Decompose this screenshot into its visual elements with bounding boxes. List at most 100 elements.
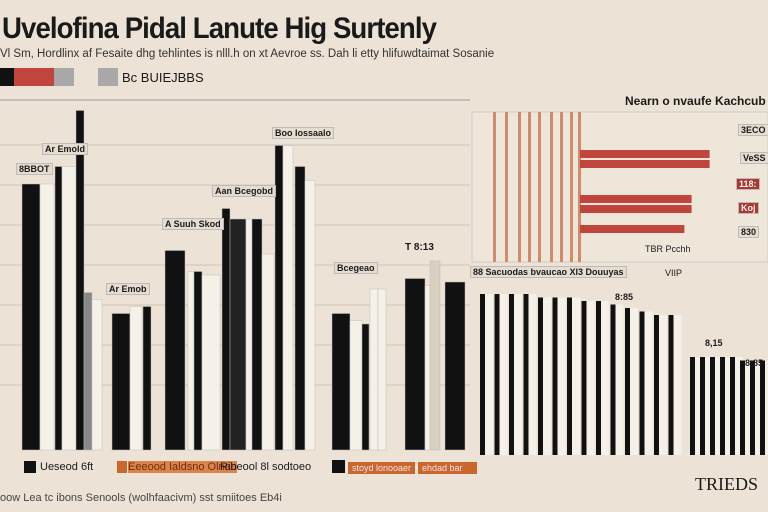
bar <box>304 180 316 451</box>
chart-subtitle: Vl Sm, Hordlinx af Fesaite dhg tehlintes… <box>0 48 495 60</box>
bar <box>499 294 508 455</box>
bar <box>765 360 768 455</box>
stripe <box>493 112 496 262</box>
bar <box>654 315 659 455</box>
bar <box>245 218 253 451</box>
bar <box>615 304 624 455</box>
bar <box>83 292 93 451</box>
stripe <box>528 112 531 262</box>
bar <box>659 315 667 455</box>
bar-label: Ar Emold <box>42 143 89 155</box>
bar-label: 8:85 <box>615 292 634 302</box>
bar <box>750 360 755 455</box>
bar <box>444 281 466 451</box>
stripe <box>578 112 581 262</box>
bar-label: Aan Bcegobd <box>212 185 277 197</box>
bar <box>760 360 765 455</box>
bar <box>715 357 723 455</box>
stripe <box>518 112 521 262</box>
legend-swatch <box>98 68 118 86</box>
bar <box>601 301 609 455</box>
footer-note: oow Lea tc ibons Senools (wolhfaacivm) s… <box>0 492 282 504</box>
bar <box>735 357 743 455</box>
bar <box>725 357 733 455</box>
bar <box>404 278 426 451</box>
bar <box>695 357 703 455</box>
legend-label: Ribeool 8l sodtoeo <box>220 461 312 473</box>
bar <box>142 306 152 451</box>
legend-swatch <box>54 68 74 86</box>
bar <box>528 294 537 455</box>
bar <box>523 294 529 455</box>
stripe <box>560 112 563 262</box>
bar <box>639 311 645 455</box>
right-panel-title: Nearn o nvaufe Kachcub <box>625 94 766 108</box>
bar-label: T 8:13 <box>405 242 434 253</box>
value-label: 3ECO <box>738 124 768 136</box>
bar <box>369 288 379 451</box>
bar <box>429 260 441 451</box>
bar <box>349 320 363 451</box>
bar <box>552 297 558 455</box>
stripe <box>505 112 508 262</box>
bar <box>720 357 725 455</box>
bar <box>668 315 674 455</box>
bar-label: 88 Sacuodas bvaucao Xl3 Douuyas <box>470 266 627 278</box>
bar <box>91 299 103 451</box>
bar <box>572 297 580 455</box>
bar <box>480 294 485 455</box>
bar <box>514 294 522 455</box>
legend-label: Ueseod 6ft <box>40 461 94 473</box>
legend-swatch <box>14 68 34 86</box>
right-xlabel: VIIP <box>665 268 683 278</box>
bar-label: Boo Iossaalo <box>272 127 335 139</box>
bar <box>61 166 77 451</box>
bar <box>485 294 493 455</box>
bar <box>596 301 601 455</box>
legend-label: Bc BUIEJBBS <box>122 70 204 85</box>
bar <box>424 285 431 451</box>
bar <box>710 357 715 455</box>
bar <box>494 294 500 455</box>
bar <box>700 357 705 455</box>
bar-label: Ar Emob <box>106 283 150 295</box>
bar <box>282 145 294 451</box>
bar <box>673 315 682 455</box>
bar <box>201 274 221 451</box>
bar <box>21 183 41 451</box>
bar <box>274 145 284 451</box>
value-label: VeSS <box>740 152 768 164</box>
bar <box>221 208 231 451</box>
bar-label: 8BBOT <box>16 163 53 175</box>
bar <box>586 301 595 455</box>
bar <box>111 313 131 451</box>
bar <box>543 297 551 455</box>
legend-swatch <box>332 460 345 473</box>
bar <box>509 294 514 455</box>
stripe <box>570 112 573 262</box>
legend-label: Eeeood Ialdsno Olnan <box>128 461 237 473</box>
bar <box>187 271 195 451</box>
hbar <box>580 160 710 168</box>
bar <box>705 357 713 455</box>
bar <box>730 357 735 455</box>
bar <box>39 183 55 451</box>
bar <box>740 360 745 455</box>
panel-frame <box>471 111 768 263</box>
bar <box>538 297 543 455</box>
bar <box>581 301 587 455</box>
legend-swatch <box>117 461 127 473</box>
hbar <box>580 205 692 213</box>
chart-title: Uvelofina Pidal Lanute Hig Surtenly <box>2 12 437 45</box>
bar <box>755 360 763 455</box>
stripe <box>538 112 541 262</box>
legend-swatch <box>34 68 54 86</box>
right-footnote: TBR Pcchh <box>645 244 691 254</box>
hbar <box>580 225 685 233</box>
bar <box>261 253 275 451</box>
value-label: 830 <box>738 226 760 238</box>
hbar <box>580 195 692 203</box>
bar <box>567 297 572 455</box>
bar <box>193 271 203 451</box>
bar <box>331 313 351 451</box>
